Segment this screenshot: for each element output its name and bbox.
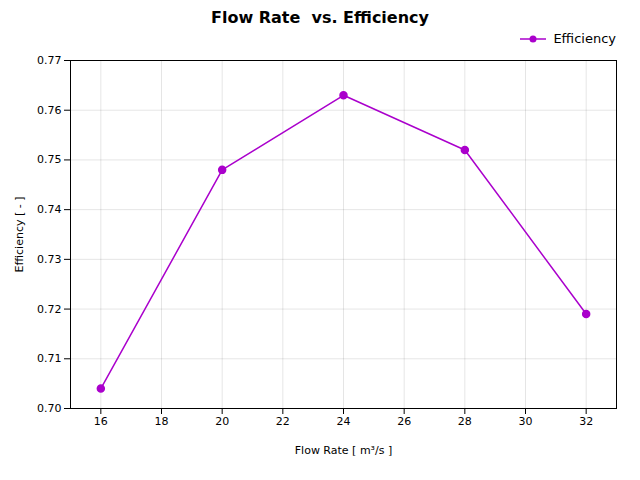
svg-text:Efficiency [ - ]: Efficiency [ - ] <box>13 196 26 272</box>
svg-text:24: 24 <box>337 415 351 428</box>
svg-text:16: 16 <box>94 415 108 428</box>
svg-text:22: 22 <box>276 415 290 428</box>
svg-text:0.74: 0.74 <box>37 203 62 216</box>
svg-text:Flow Rate [ m³/s ]: Flow Rate [ m³/s ] <box>295 444 392 457</box>
svg-text:18: 18 <box>155 415 169 428</box>
svg-text:0.75: 0.75 <box>37 153 62 166</box>
svg-text:0.72: 0.72 <box>37 303 62 316</box>
svg-text:0.71: 0.71 <box>37 352 62 365</box>
svg-text:26: 26 <box>397 415 411 428</box>
svg-text:30: 30 <box>519 415 533 428</box>
html-text:Efficiency: Efficiency <box>553 31 616 46</box>
html-text:Flow Rate vs. Efficiency: Flow Rate vs. Efficiency <box>211 8 429 27</box>
svg-text:0.77: 0.77 <box>37 54 62 67</box>
svg-text:32: 32 <box>579 415 593 428</box>
svg-text:0.76: 0.76 <box>37 104 62 117</box>
svg-text:0.73: 0.73 <box>37 253 62 266</box>
svg-text:28: 28 <box>458 415 472 428</box>
svg-text:20: 20 <box>215 415 229 428</box>
svg-text:0.70: 0.70 <box>37 402 62 415</box>
